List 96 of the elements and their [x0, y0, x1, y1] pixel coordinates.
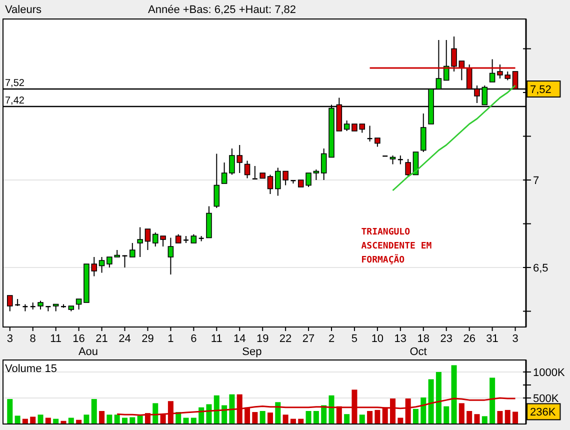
candlestick [137, 226, 143, 258]
bar [130, 417, 136, 424]
bar [252, 412, 258, 424]
x-tick-label: 19 [256, 333, 269, 345]
annotation: TRIANGULO ASCENDENTE EM FORMAÇÃO [361, 228, 432, 266]
text: Oct [410, 346, 427, 358]
candlestick [7, 295, 13, 312]
x-tick-label: 10 [371, 333, 384, 345]
x-tick-label: 1 [168, 333, 174, 345]
candlestick [168, 237, 174, 275]
x-tick-label: 26 [463, 333, 476, 345]
x-tick-label: 11 [210, 333, 222, 345]
ref-line-label: 7,42 [5, 96, 25, 106]
bar [260, 410, 266, 424]
candlestick [320, 148, 327, 180]
bar [282, 414, 288, 424]
candlestick [76, 298, 82, 310]
bar [14, 416, 20, 424]
bar [428, 379, 434, 424]
candlestick [130, 242, 136, 258]
bar [206, 404, 212, 424]
x-tick-label: 5 [351, 333, 358, 345]
y-tick-label: 500K [533, 392, 560, 405]
bar [38, 414, 44, 424]
x-tick-label: 27 [302, 333, 315, 345]
x-tick-label: 3 [6, 333, 13, 345]
bar [512, 412, 518, 424]
bar [504, 410, 510, 424]
bar [359, 414, 365, 424]
candlestick [244, 160, 250, 179]
bar [7, 399, 13, 424]
y-tick-label: 7 [533, 175, 540, 187]
bar [490, 378, 496, 424]
x-tick-label: 8 [30, 333, 36, 345]
chart-title: Valeurs [5, 4, 42, 16]
x-tick-label: 21 [96, 333, 108, 345]
x-tick-label: 22 [279, 333, 292, 345]
line-series [392, 84, 516, 192]
candlestick [420, 113, 426, 152]
bar [137, 416, 143, 424]
bar [482, 416, 488, 424]
bar [412, 408, 418, 424]
bar [420, 397, 426, 424]
bar [91, 399, 97, 424]
bar [306, 410, 312, 424]
x-tick-label: 23 [440, 333, 452, 345]
x-tick-label: 16 [72, 333, 85, 345]
candlestick [313, 169, 320, 180]
value-tag: 7,52 [526, 80, 561, 98]
bar [344, 414, 350, 424]
x-tick-label: 6 [190, 333, 197, 345]
candlestick [144, 228, 151, 250]
bar [152, 403, 158, 424]
bar [458, 403, 464, 424]
bar [466, 410, 472, 424]
y-tick-label: 6,5 [533, 262, 548, 274]
bar [229, 394, 235, 424]
candlestick [221, 162, 228, 184]
candlestick [98, 256, 105, 274]
candlestick [489, 58, 496, 82]
bar [444, 406, 450, 424]
x-tick-label: 3 [512, 333, 518, 345]
chart-title: Volume 15 [5, 363, 57, 375]
x-tick-label: 14 [233, 333, 246, 345]
bar [267, 412, 273, 424]
bar [99, 410, 105, 424]
x-tick-label: 13 [394, 333, 407, 345]
bar [313, 410, 319, 424]
x-tick-label: 2 [328, 333, 335, 345]
bar [436, 372, 442, 424]
x-tick-label: 31 [486, 333, 498, 345]
bar [214, 395, 220, 424]
y-tick-label: 1000K [533, 366, 566, 379]
bar [451, 365, 457, 424]
x-tick-label: 29 [142, 333, 154, 345]
candlestick [214, 153, 220, 208]
bar [114, 414, 120, 424]
bar [30, 416, 36, 424]
candlestick [344, 120, 350, 132]
bar [497, 410, 503, 424]
x-tick-label: 11 [50, 333, 62, 345]
bar [328, 395, 334, 424]
x-tick-label: 24 [118, 333, 131, 345]
chart-subtitle: Année +Bas: 6,25 +Haut: 7,82 [148, 4, 296, 16]
bar [367, 410, 373, 424]
text: Aou [78, 346, 98, 358]
value-tag: 236K [526, 403, 561, 420]
candlestick [267, 174, 274, 194]
x-tick-label: 18 [417, 333, 430, 345]
ref-line-label: 7,52 [5, 78, 25, 89]
bar [474, 414, 480, 424]
bar [106, 414, 112, 424]
bar [275, 402, 281, 424]
bar [84, 414, 90, 424]
text: Sep [242, 346, 262, 358]
candlestick [405, 158, 411, 177]
